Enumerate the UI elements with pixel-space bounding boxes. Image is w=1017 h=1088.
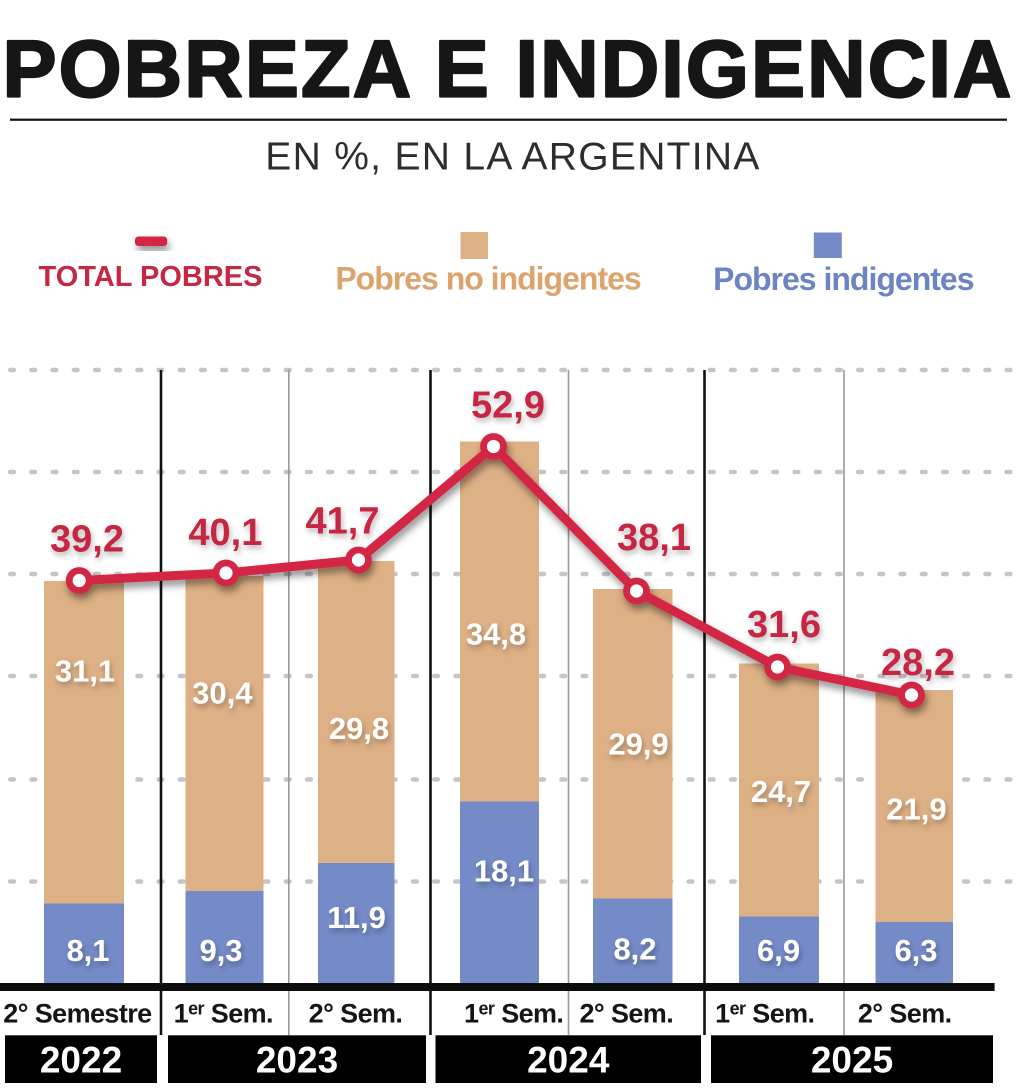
svg-text:40,1: 40,1 — [188, 512, 262, 554]
svg-text:1er Sem.: 1er Sem. — [174, 999, 273, 1029]
svg-text:38,1: 38,1 — [617, 517, 691, 559]
svg-text:8,1: 8,1 — [66, 933, 109, 968]
svg-text:EN %, EN LA ARGENTINA: EN %, EN LA ARGENTINA — [265, 136, 760, 179]
svg-text:28,2: 28,2 — [881, 642, 955, 684]
svg-text:2° Sem.: 2° Sem. — [579, 999, 673, 1029]
svg-text:2025: 2025 — [811, 1039, 893, 1080]
svg-text:31,6: 31,6 — [747, 604, 821, 646]
svg-text:2024: 2024 — [527, 1039, 610, 1080]
svg-text:1er Sem.: 1er Sem. — [464, 999, 563, 1029]
svg-text:POBREZA E INDIGENCIA: POBREZA E INDIGENCIA — [2, 25, 1013, 115]
svg-text:41,7: 41,7 — [306, 501, 380, 543]
svg-text:2° Sem.: 2° Sem. — [858, 999, 952, 1029]
svg-text:52,9: 52,9 — [471, 385, 545, 427]
svg-text:6,9: 6,9 — [757, 933, 800, 968]
svg-text:29,9: 29,9 — [608, 727, 668, 762]
svg-text:31,1: 31,1 — [55, 653, 115, 688]
svg-text:Pobres no indigentes: Pobres no indigentes — [335, 261, 641, 297]
svg-text:24,7: 24,7 — [751, 774, 811, 809]
svg-text:8,2: 8,2 — [613, 932, 656, 967]
svg-text:9,3: 9,3 — [199, 933, 242, 968]
svg-text:6,3: 6,3 — [894, 933, 937, 968]
svg-text:21,9: 21,9 — [886, 791, 946, 826]
svg-text:34,8: 34,8 — [466, 617, 526, 652]
svg-text:11,9: 11,9 — [327, 900, 386, 935]
svg-text:2022: 2022 — [40, 1039, 122, 1080]
svg-text:2° Semestre: 2° Semestre — [3, 999, 152, 1029]
svg-text:Pobres indigentes: Pobres indigentes — [713, 261, 974, 297]
svg-text:18,1: 18,1 — [474, 854, 534, 889]
svg-text:2° Sem.: 2° Sem. — [309, 999, 403, 1029]
svg-text:39,2: 39,2 — [50, 519, 124, 561]
svg-text:TOTAL POBRES: TOTAL POBRES — [39, 261, 263, 293]
svg-text:2023: 2023 — [256, 1039, 338, 1080]
svg-text:29,8: 29,8 — [329, 711, 389, 746]
svg-text:30,4: 30,4 — [192, 675, 253, 710]
